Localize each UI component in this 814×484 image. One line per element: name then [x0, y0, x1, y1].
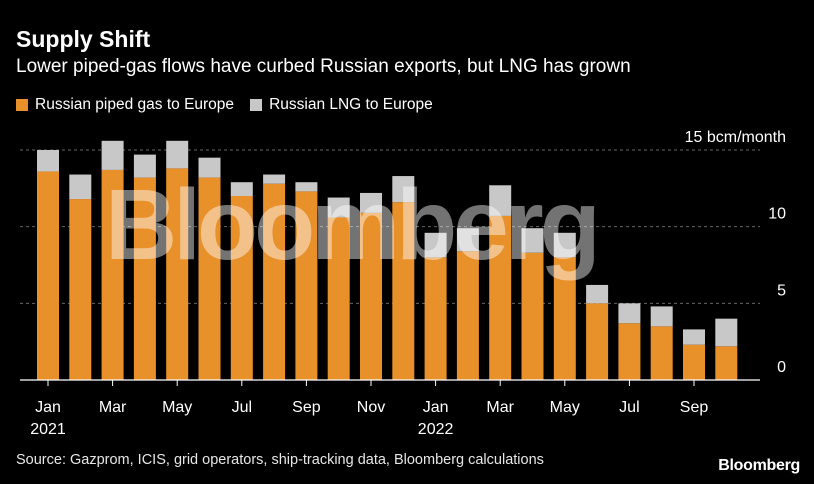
bar-piped — [392, 202, 415, 380]
bar-lng — [37, 150, 59, 172]
bar-lng — [586, 284, 609, 304]
bar-piped — [101, 169, 124, 380]
bar-piped — [166, 168, 189, 380]
bar-lng — [456, 228, 479, 252]
bar-lng — [489, 185, 512, 216]
bar-lng — [101, 140, 124, 170]
bar-lng — [715, 318, 738, 347]
bar-piped — [683, 344, 705, 380]
bar-piped — [295, 191, 318, 380]
x-tick-label: Sep — [680, 399, 709, 416]
legend-label-lng: Russian LNG to Europe — [269, 96, 433, 113]
x-tick-label: Jul — [232, 399, 252, 416]
source-note: Source: Gazprom, ICIS, grid operators, s… — [16, 452, 544, 468]
y-tick-label: 0 — [777, 359, 786, 376]
bar-lng — [683, 329, 705, 345]
bar-lng — [618, 303, 641, 324]
bar-lng — [521, 228, 544, 253]
legend-label-piped: Russian piped gas to Europe — [35, 96, 235, 113]
bar-lng — [198, 157, 221, 178]
x-tick-year-label: 2021 — [30, 421, 66, 438]
bar-piped — [586, 303, 609, 380]
x-tick-label: Sep — [292, 399, 321, 416]
x-tick-label: Nov — [357, 399, 385, 416]
bar-lng — [327, 197, 350, 218]
bar-lng — [230, 182, 253, 196]
y-tick-label: 10 — [768, 206, 786, 223]
x-tick-label: Jan — [423, 399, 449, 416]
x-tick-label: May — [550, 399, 580, 416]
chart-subtitle: Lower piped-gas flows have curbed Russia… — [16, 56, 631, 77]
bar-lng — [553, 232, 576, 258]
chart-title: Supply Shift — [16, 26, 151, 52]
bar-piped — [489, 215, 512, 380]
bar-lng — [69, 174, 92, 200]
bar-lng — [392, 176, 415, 203]
x-tick-label: Mar — [486, 399, 514, 416]
bar-piped — [650, 326, 673, 380]
bar-piped — [198, 177, 221, 380]
bar-lng — [166, 140, 189, 169]
bar-piped — [327, 217, 350, 380]
bar-piped — [521, 252, 544, 380]
legend: Russian piped gas to Europe Russian LNG … — [16, 96, 449, 114]
bar-piped — [37, 171, 59, 380]
legend-swatch-piped — [16, 99, 28, 111]
bar-piped — [715, 346, 738, 380]
y-tick-label: 15 bcm/month — [685, 129, 786, 146]
legend-swatch-lng — [250, 99, 263, 111]
bar-piped — [360, 212, 382, 380]
x-tick-label: Jan — [35, 399, 61, 416]
bar-lng — [650, 306, 673, 327]
bar-lng — [295, 182, 318, 192]
bar-piped — [456, 251, 479, 380]
bar-piped — [133, 177, 156, 380]
bar-piped — [553, 257, 576, 380]
legend-item-lng: Russian LNG to Europe — [250, 96, 433, 114]
x-tick-label: May — [162, 399, 192, 416]
x-tick-label: Jul — [619, 399, 639, 416]
x-tick-label: Mar — [99, 399, 127, 416]
legend-item-piped: Russian piped gas to Europe — [16, 96, 234, 114]
bar-piped — [69, 199, 92, 380]
bar-piped — [263, 183, 286, 380]
bar-piped — [618, 323, 641, 380]
bar-lng — [424, 232, 447, 258]
x-tick-year-label: 2022 — [418, 421, 454, 438]
bar-lng — [263, 174, 286, 184]
bar-lng — [133, 154, 156, 178]
bar-piped — [230, 196, 253, 380]
bar-lng — [360, 192, 382, 213]
y-tick-label: 5 — [777, 282, 786, 299]
bar-piped — [424, 257, 447, 380]
brand-logo: Bloomberg — [718, 457, 800, 474]
